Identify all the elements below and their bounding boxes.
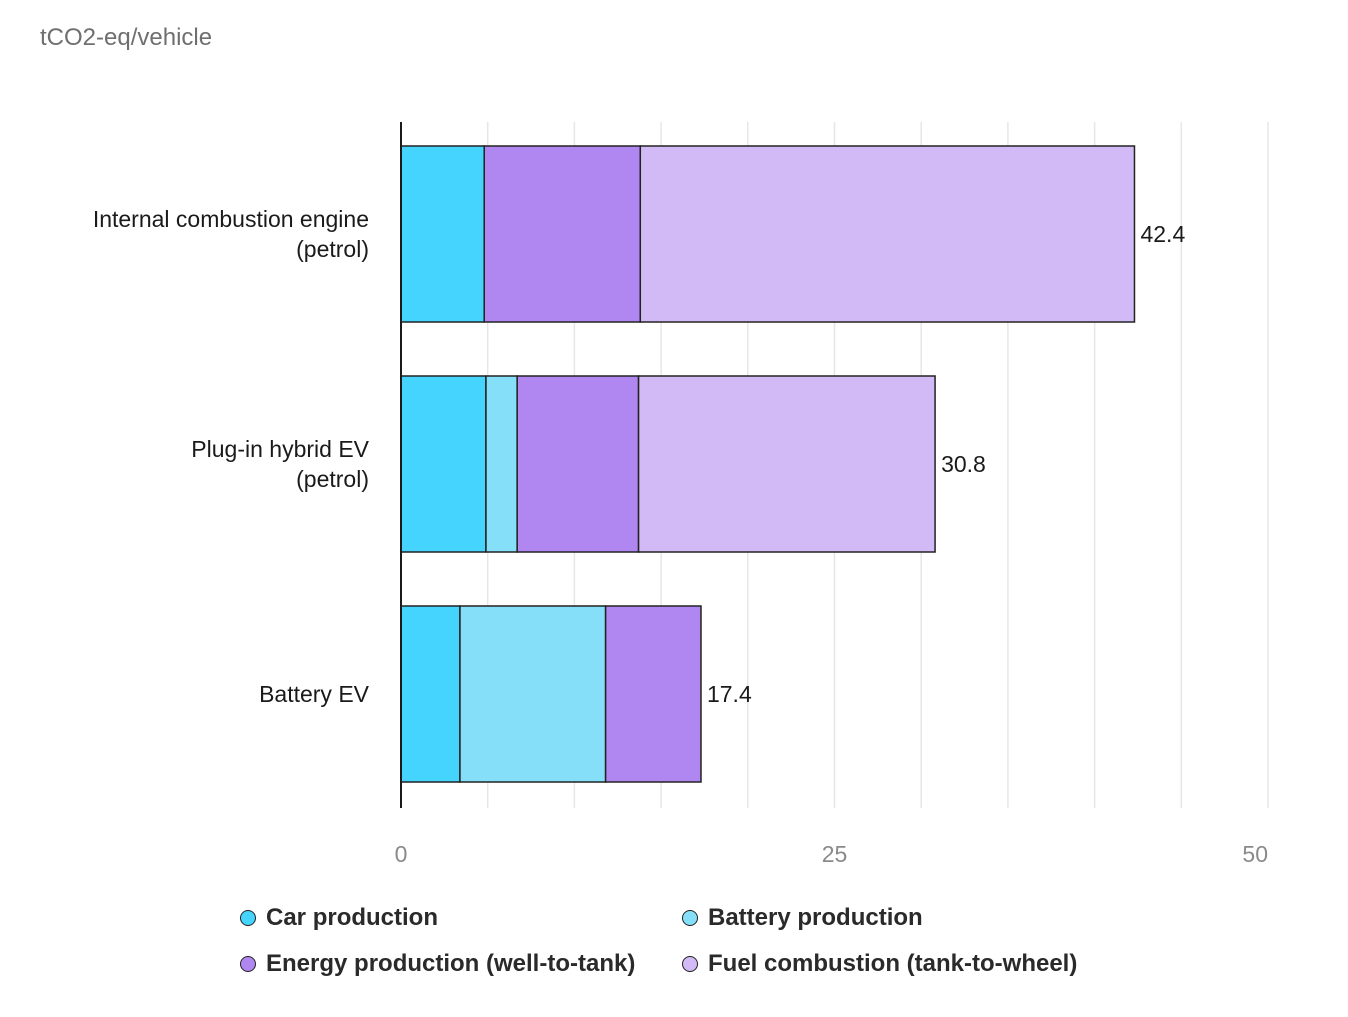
legend-label: Car production: [266, 904, 438, 931]
legend-item: Fuel combustion (tank-to-wheel): [682, 948, 1102, 980]
bar-segment: [516, 375, 640, 553]
x-tick-label: 50: [1242, 841, 1268, 867]
bar-segment: [604, 605, 702, 783]
bar-segment: [639, 145, 1136, 323]
legend-item: Energy production (well-to-tank): [240, 948, 682, 980]
legend-swatch-icon: [240, 910, 256, 926]
legend-label: Fuel combustion (tank-to-wheel): [708, 950, 1078, 977]
category-label: Internal combustion engine: [93, 206, 369, 232]
bar-segment: [400, 145, 485, 323]
legend-swatch-icon: [682, 956, 698, 972]
category-label: Plug-in hybrid EV: [191, 436, 369, 462]
legend-label: Battery production: [708, 904, 923, 931]
chart-legend: Car production Battery production Energy p…: [240, 902, 1102, 980]
bar-segment: [483, 145, 642, 323]
x-tick-label: 0: [395, 841, 408, 867]
bar-total-label: 17.4: [707, 681, 752, 707]
legend-label: Energy production (well-to-tank): [266, 950, 636, 977]
bar-total-label: 42.4: [1140, 221, 1185, 247]
bar-segment: [400, 605, 461, 783]
category-label: (petrol): [296, 466, 369, 492]
legend-item: Battery production: [682, 902, 1102, 934]
y-unit-label: tCO2-eq/vehicle: [40, 24, 213, 51]
legend-swatch-icon: [682, 910, 698, 926]
bar-segment: [400, 375, 487, 553]
category-label: (petrol): [296, 236, 369, 262]
x-tick-label: 25: [822, 841, 848, 867]
stacked-bar-chart: 0 25 50 42.4 Internal combustion engine (petr…: [93, 122, 1269, 867]
legend-item: Car production: [240, 902, 682, 934]
legend-swatch-icon: [240, 956, 256, 972]
bar-segment: [459, 605, 607, 783]
bar-total-label: 30.8: [941, 451, 986, 477]
category-label: Battery EV: [259, 681, 370, 707]
bar-segment: [637, 375, 936, 553]
bar-segment: [485, 375, 518, 553]
